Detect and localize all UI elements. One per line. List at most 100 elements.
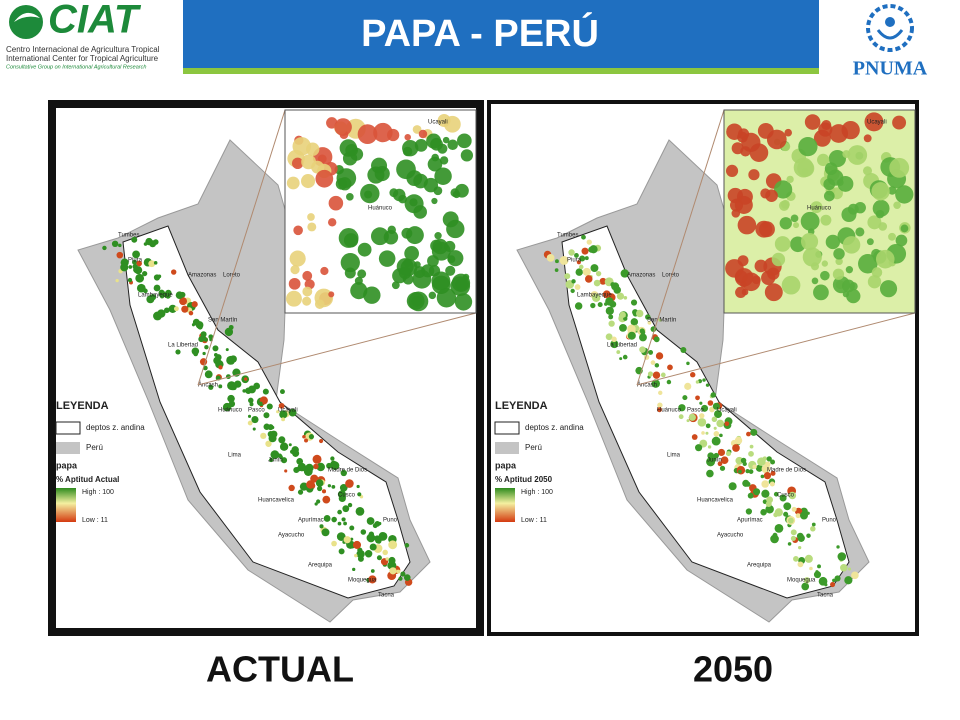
inset-patch	[404, 246, 419, 261]
suitability-patch	[191, 301, 198, 308]
inset-patch	[307, 213, 315, 221]
suitability-patch	[773, 512, 779, 518]
suitability-patch	[763, 472, 772, 480]
suitability-patch	[753, 488, 761, 496]
suitability-patch	[276, 410, 280, 414]
suitability-patch	[374, 535, 381, 542]
suitability-patch	[135, 273, 145, 283]
inset-patch	[302, 270, 313, 281]
suitability-patch	[581, 234, 586, 240]
suitability-patch	[142, 270, 148, 277]
suitability-patch	[263, 423, 270, 430]
inset-patch	[442, 211, 459, 228]
legend-field: % Aptitud Actual	[56, 475, 119, 484]
ciat-line: Consultative Group on International Agri…	[6, 64, 146, 70]
suitability-patch	[647, 320, 652, 325]
suitability-patch	[707, 400, 714, 406]
inset-patch	[754, 259, 768, 273]
suitability-patch	[247, 414, 252, 418]
suitability-patch	[574, 302, 583, 310]
suitability-patch	[199, 358, 208, 366]
inset-patch	[804, 114, 821, 130]
legend-item: Perú	[86, 443, 103, 452]
suitability-patch	[288, 443, 292, 447]
department-label: Piura	[128, 258, 143, 264]
suitability-patch	[288, 484, 295, 492]
department-label: Áncash	[637, 382, 657, 389]
suitability-patch	[378, 521, 382, 526]
suitability-patch	[711, 416, 718, 423]
inset-patch	[454, 293, 473, 311]
department-label: Moquegua	[348, 578, 377, 584]
inset-patch	[800, 211, 820, 231]
suitability-patch	[797, 561, 804, 568]
suitability-patch	[136, 283, 146, 293]
department-label: Huancavelica	[258, 498, 295, 504]
suitability-patch	[804, 554, 813, 563]
suitability-patch	[728, 482, 737, 491]
suitability-patch	[806, 533, 811, 538]
suitability-patch	[165, 289, 172, 297]
suitability-patch	[143, 242, 148, 246]
suitability-patch	[699, 413, 705, 419]
inset-patch	[336, 168, 357, 188]
suitability-patch	[840, 564, 848, 572]
suitability-patch	[347, 502, 353, 508]
inset-patch	[434, 167, 452, 185]
inset-patch	[774, 236, 791, 252]
suitability-patch	[680, 346, 687, 353]
pnuma-name: PNUMA	[853, 58, 928, 80]
inset-patch	[444, 240, 456, 253]
suitability-patch	[357, 492, 362, 497]
suitability-patch	[620, 269, 630, 278]
inset-patch	[771, 252, 786, 267]
suitability-patch	[575, 268, 583, 276]
suitability-patch	[701, 431, 705, 435]
suitability-patch	[779, 494, 787, 502]
suitability-patch	[605, 306, 614, 315]
inset-patch	[339, 139, 358, 157]
inset-patch	[412, 269, 432, 289]
suitability-patch	[262, 388, 269, 395]
suitability-patch	[319, 524, 324, 529]
legend-high: High : 100	[82, 489, 114, 496]
suitability-patch	[316, 485, 323, 492]
inset-patch	[285, 290, 302, 307]
inset-patch	[434, 232, 442, 240]
legend-ramp	[56, 488, 76, 522]
legend-low: Low : 11	[521, 517, 547, 524]
legend-item: deptos z. andina	[86, 423, 145, 432]
suitability-patch	[750, 428, 758, 436]
inset-patch	[811, 277, 819, 285]
inset-patch	[878, 222, 888, 231]
inset-patch	[370, 227, 389, 246]
suitability-patch	[647, 371, 654, 377]
suitability-patch	[559, 256, 569, 265]
suitability-patch	[302, 435, 306, 439]
suitability-patch	[153, 261, 158, 265]
suitability-patch	[691, 434, 698, 440]
suitability-patch	[851, 571, 859, 580]
map-panel: Tumbes Piura Lambayeque Loreto Amazonas San M…	[48, 100, 484, 636]
legend-ramp	[495, 488, 515, 522]
suitability-patch	[574, 253, 579, 258]
department-label: Amazonas	[627, 273, 655, 279]
suitability-patch	[265, 440, 272, 447]
inset-patch	[427, 156, 443, 172]
legend-layer: papa	[495, 460, 517, 470]
suitability-patch	[810, 526, 816, 532]
suitability-patch	[734, 436, 743, 445]
suitability-patch	[667, 364, 673, 371]
inset-patch	[757, 122, 774, 139]
inset-patch	[460, 149, 474, 162]
suitability-patch	[719, 465, 726, 471]
suitability-patch	[599, 277, 607, 285]
department-label: Lima	[667, 453, 681, 459]
suitability-patch	[713, 426, 717, 430]
suitability-patch	[701, 404, 709, 412]
suitability-patch	[212, 345, 219, 352]
inset-patch	[821, 260, 828, 267]
suitability-patch	[684, 382, 692, 390]
title-underline	[183, 68, 819, 74]
